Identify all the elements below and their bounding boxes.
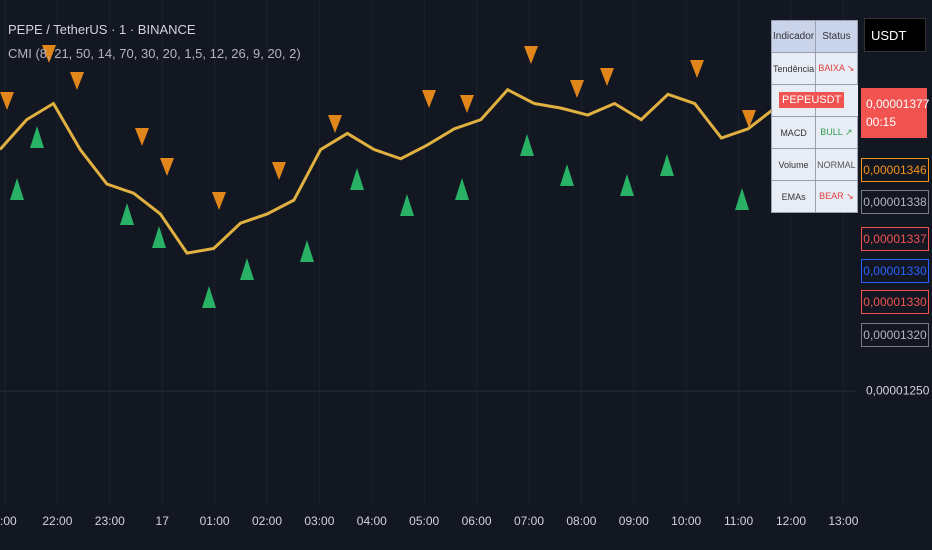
y-tick-label: 0,00001250	[866, 383, 930, 397]
price-line	[0, 87, 857, 255]
table-header: Indicador Status	[770, 20, 858, 53]
price-text: 0,00001337	[863, 232, 927, 246]
price-tag: 0,00001377 00:15	[861, 88, 930, 138]
time-label: 01:00	[200, 514, 230, 528]
time-label: 1:00	[0, 514, 17, 528]
time-label: 12:00	[776, 514, 806, 528]
price-text: 0,00001346	[863, 163, 927, 177]
table-cell: Tendência	[770, 52, 817, 85]
price-text: 0,00001320	[863, 328, 927, 342]
table-cell: EMAs	[770, 180, 817, 213]
price-text: 0,00001377	[866, 97, 930, 111]
time-label: 23:00	[95, 514, 125, 528]
price-tag: 0,00001337	[861, 227, 929, 251]
time-label: 08:00	[566, 514, 596, 528]
table-row: Volume NORMAL	[770, 148, 858, 181]
time-label: 07:00	[514, 514, 544, 528]
time-label: 02:00	[252, 514, 282, 528]
buy-signals	[10, 126, 749, 308]
time-label: 13:00	[828, 514, 858, 528]
table-cell: BULL ↗	[815, 116, 858, 149]
table-cell: MACD	[770, 116, 817, 149]
time-label: 22:00	[42, 514, 72, 528]
table-row: EMAs BEAR ↘	[770, 180, 858, 213]
time-label: 03:00	[304, 514, 334, 528]
table-cell: NORMAL	[815, 148, 858, 181]
price-tag: 0,00001346	[861, 158, 929, 182]
price-tag: 0,00001320	[861, 323, 929, 347]
symbol-tag: PEPEUSDT	[779, 92, 845, 108]
price-tag: 0,00001330	[861, 290, 929, 314]
time-label: 06:00	[462, 514, 492, 528]
price-text: 0,00001330	[863, 264, 927, 278]
table-cell: BEAR ↘	[815, 180, 858, 213]
sell-signals	[0, 45, 756, 210]
table-row: MACD BULL ↗	[770, 116, 858, 149]
symbol-title: PEPE / TetherUS · 1 · BINANCE	[8, 22, 196, 37]
time-label: 04:00	[357, 514, 387, 528]
time-label: 11:00	[724, 514, 753, 528]
time-label: 10:00	[671, 514, 701, 528]
indicator-title: CMI (8, 21, 50, 14, 70, 30, 20, 1,5, 12,…	[8, 46, 301, 61]
table-cell: BAIXA ↘	[815, 52, 858, 85]
time-label: 17	[156, 514, 170, 528]
table-row: Tendência BAIXA ↘	[770, 52, 858, 85]
price-tag: 0,00001330	[861, 259, 929, 283]
table-cell: Volume	[770, 148, 817, 181]
price-text: 0,00001338	[863, 195, 927, 209]
header-cell: Indicador	[770, 20, 817, 53]
currency-button[interactable]: USDT	[864, 18, 926, 52]
price-text: 0,00001330	[863, 295, 927, 309]
time-label: 09:00	[619, 514, 649, 528]
time-label: 05:00	[409, 514, 439, 528]
price-tag: 0,00001338	[861, 190, 929, 214]
price-sub: 00:15	[866, 115, 897, 129]
header-cell: Status	[815, 20, 858, 53]
